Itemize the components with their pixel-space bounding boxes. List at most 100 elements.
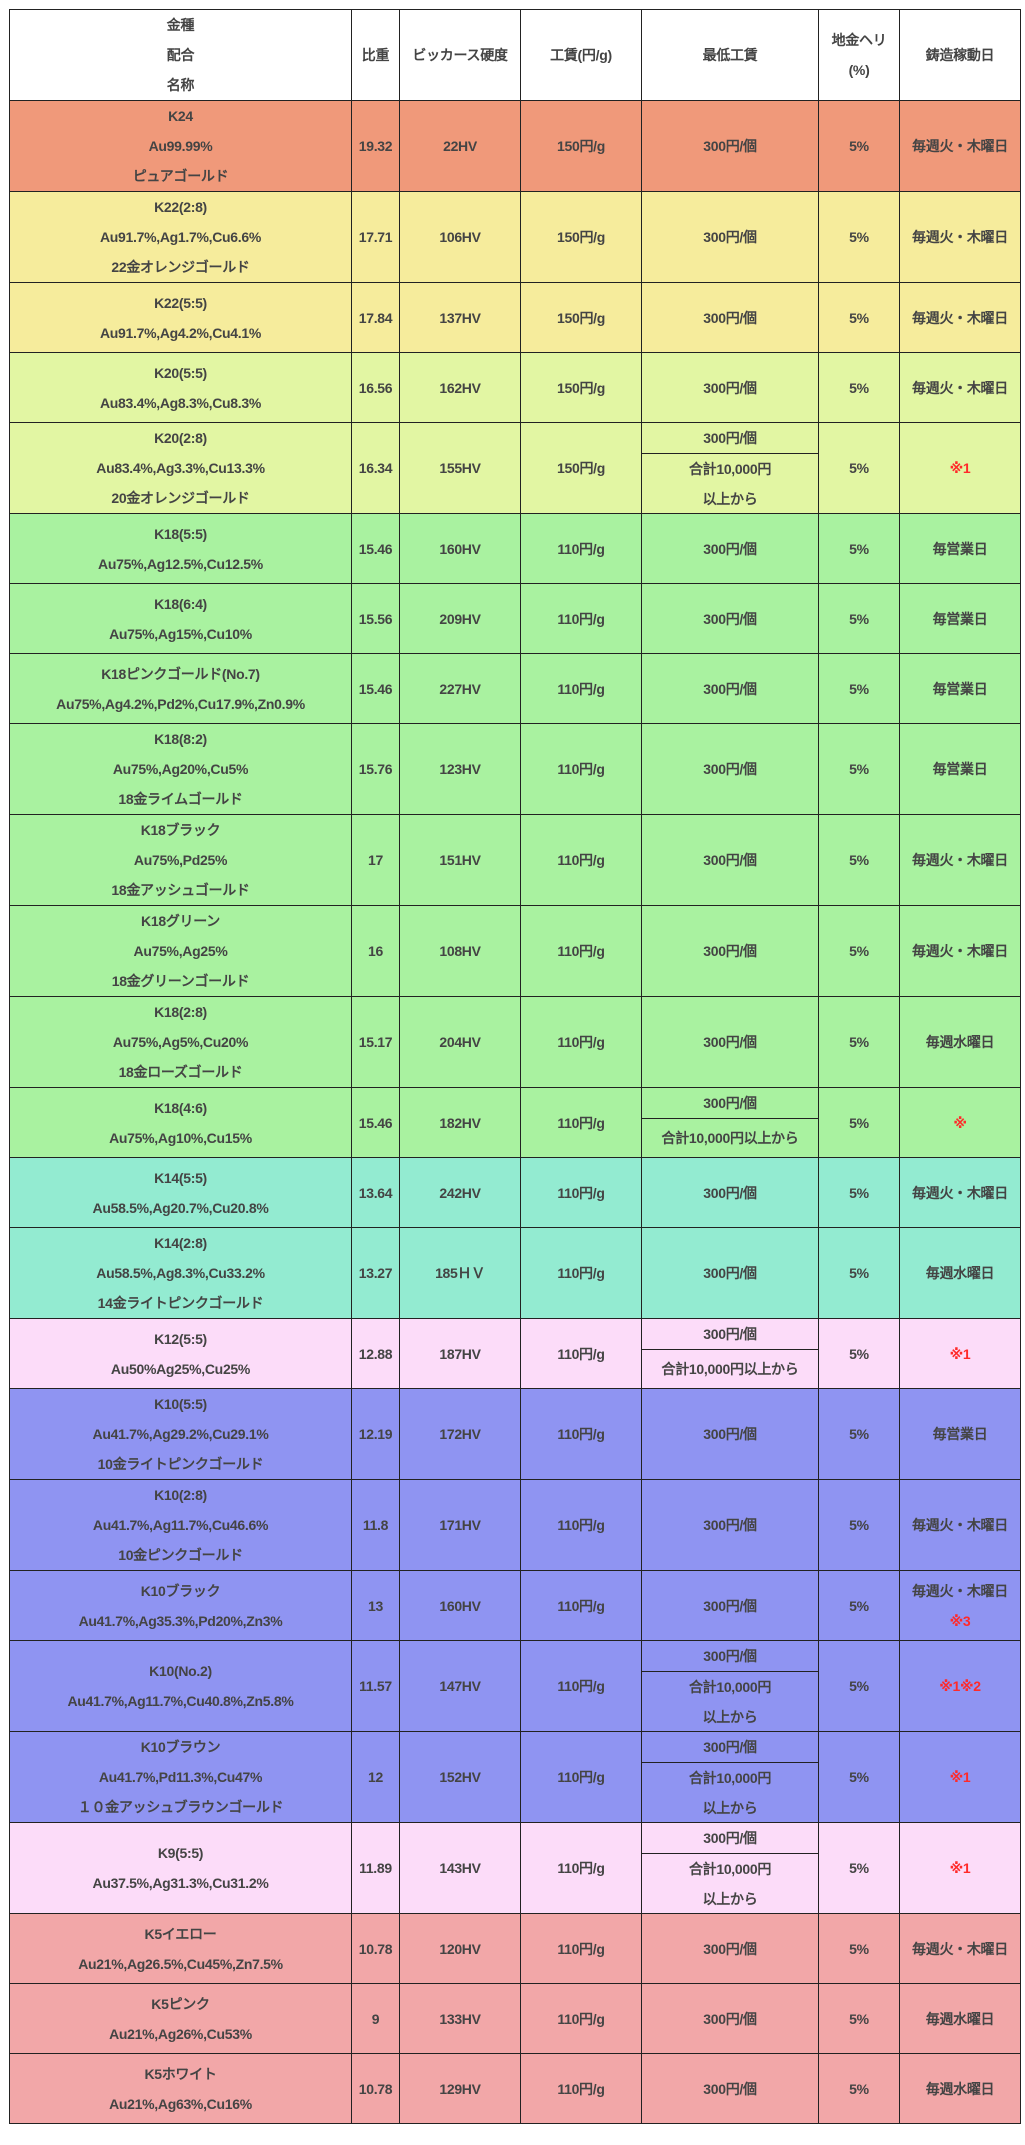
wage-cell: 150円/g (520, 422, 642, 514)
alloy-name-cell: K10(No.2) Au41.7%,Ag11.7%,Cu40.8%,Zn5.8% (9, 1640, 352, 1732)
min-wage-cell: 300円/個 (641, 2053, 819, 2124)
vickers-hardness-cell: 137HV (399, 282, 521, 353)
alloy-name-cell: K18グリーン Au75%,Ag25% 18金グリーンゴールド (9, 905, 352, 997)
alloy-name-line: K18(8:2) (154, 731, 207, 747)
wage-cell: 110円/g (520, 1640, 642, 1732)
min-wage-cell: 300円/個 (641, 814, 819, 906)
table-row: K18(6:4) Au75%,Ag15%,Cu10% 15.56 209HV 110円/… (9, 583, 1021, 654)
loss-rate-cell: 5% (818, 282, 900, 353)
alloy-name-line: K12(5:5) (154, 1330, 207, 1347)
specific-gravity-cell: 11.57 (351, 1640, 400, 1732)
casting-days-line: 毎営業日 (932, 610, 988, 627)
vickers-hardness-cell: 143HV (399, 1822, 521, 1914)
wage-cell: 150円/g (520, 282, 642, 353)
alloy-name-cell: K10ブラック Au41.7%,Ag35.3%,Pd20%,Zn3% (9, 1570, 352, 1641)
alloy-name-line: K14(5:5) (154, 1169, 207, 1186)
header-label: 金種 (166, 17, 195, 33)
wage-cell: 110円/g (520, 1913, 642, 1984)
table-row: K9(5:5) Au37.5%,Ag31.3%,Cu31.2% 11.89 143HV… (9, 1822, 1021, 1914)
casting-days-cell: 毎週火・木曜日 (899, 282, 1021, 353)
min-wage-condition-line: 合計10,000円以上から (661, 1130, 799, 1146)
wage-cell: 110円/g (520, 1731, 642, 1823)
alloy-name-cell: K22(2:8) Au91.7%,Ag1.7%,Cu6.6% 22金オレンジゴールド (9, 191, 352, 283)
specific-gravity-cell: 15.76 (351, 723, 400, 815)
specific-gravity-cell: 17.71 (351, 191, 400, 283)
min-wage-cell: 300円/個 (641, 723, 819, 815)
alloy-name-cell: K18(2:8) Au75%,Ag5%,Cu20% 18金ローズゴールド (9, 996, 352, 1088)
casting-days-cell: ※1 (899, 422, 1021, 514)
vickers-hardness-cell: 129HV (399, 2053, 521, 2124)
table-row: K18(5:5) Au75%,Ag12.5%,Cu12.5% 15.46 160HV 1… (9, 513, 1021, 584)
loss-rate-cell: 5% (818, 996, 900, 1088)
vickers-hardness-cell: 227HV (399, 653, 521, 724)
min-wage-cell: 300円/個 (641, 1913, 819, 1984)
wage-cell: 150円/g (520, 100, 642, 192)
min-wage-split: 300円/個合計10,000円以上から (642, 1733, 818, 1822)
min-wage-cell: 300円/個合計10,000円以上から (641, 1822, 819, 1914)
specific-gravity-cell: 15.46 (351, 1087, 400, 1158)
specific-gravity-cell: 15.56 (351, 583, 400, 654)
min-wage-cell: 300円/個 (641, 583, 819, 654)
min-wage-split: 300円/個合計10,000円以上から (642, 424, 818, 513)
casting-days-line: 毎週火・木曜日 (912, 379, 1008, 396)
casting-days-cell: 毎週水曜日 (899, 2053, 1021, 2124)
wage-cell: 110円/g (520, 1570, 642, 1641)
min-wage-cell: 300円/個 (641, 191, 819, 283)
alloy-name-line: K10(No.2) (149, 1663, 212, 1679)
min-wage-per-piece: 300円/個 (642, 1320, 818, 1350)
casting-days-cell: ※ (899, 1087, 1021, 1158)
alloy-name-line: K10(2:8) (154, 1487, 207, 1503)
min-wage-per-piece: 300円/個 (642, 1733, 818, 1763)
loss-rate-cell: 5% (818, 814, 900, 906)
loss-rate-cell: 5% (818, 1157, 900, 1228)
specific-gravity-cell: 16.34 (351, 422, 400, 514)
min-wage-cell: 300円/個 (641, 1157, 819, 1228)
min-wage-condition-line: 合計10,000円 (688, 1770, 772, 1786)
casting-days-line: 毎週火・木曜日 (912, 1940, 1008, 1957)
wage-cell: 110円/g (520, 723, 642, 815)
loss-rate-cell: 5% (818, 583, 900, 654)
loss-rate-cell: 5% (818, 2053, 900, 2124)
specific-gravity-cell: 9 (351, 1983, 400, 2054)
alloy-name-line: K22(5:5) (154, 294, 207, 311)
table-row: K14(5:5) Au58.5%,Ag20.7%,Cu20.8% 13.64 242H… (9, 1157, 1021, 1228)
wage-cell: 110円/g (520, 905, 642, 997)
alloy-name-cell: K18(5:5) Au75%,Ag12.5%,Cu12.5% (9, 513, 352, 584)
table-row: K24 Au99.99% ピュアゴールド 19.32 22HV 150円/g 300円/個 5… (9, 100, 1021, 192)
min-wage-condition: 合計10,000円以上から (643, 1672, 818, 1731)
vickers-hardness-cell: 160HV (399, 1570, 521, 1641)
alloy-name-cell: K20(2:8) Au83.4%,Ag3.3%,Cu13.3% 20金オレンジゴール… (9, 422, 352, 514)
vickers-hardness-cell: 147HV (399, 1640, 521, 1732)
table-body: K24 Au99.99% ピュアゴールド 19.32 22HV 150円/g 300円/個 5… (9, 100, 1021, 2124)
vickers-hardness-cell: 120HV (399, 1913, 521, 1984)
header-label: (%) (848, 62, 870, 78)
alloy-name-line: K20(2:8) (154, 430, 207, 446)
alloy-name-line: K5イエロー (144, 1925, 217, 1942)
table-row: K18ブラック Au75%,Pd25% 18金アッシュゴールド 17 151HV 110円… (9, 814, 1021, 906)
loss-rate-cell: 5% (818, 191, 900, 283)
loss-rate-cell: 5% (818, 1318, 900, 1389)
min-wage-cell: 300円/個合計10,000円以上から (641, 1087, 819, 1158)
table-row: K10(5:5) Au41.7%,Ag29.2%,Cu29.1% 10金ライトピンク… (9, 1388, 1021, 1480)
wage-cell: 110円/g (520, 653, 642, 724)
alloy-name-line: Au50%Ag25%,Cu25% (110, 1360, 251, 1377)
alloy-name-line: 10金ピンクゴールド (118, 1547, 243, 1563)
casting-days-line: 毎週水曜日 (925, 1034, 995, 1050)
alloy-name-line: K5ピンク (151, 1995, 210, 2012)
min-wage-cell: 300円/個 (641, 1388, 819, 1480)
wage-cell: 110円/g (520, 583, 642, 654)
alloy-name-line: K10(5:5) (154, 1396, 207, 1412)
loss-rate-cell: 5% (818, 513, 900, 584)
alloy-name-line: K18グリーン (141, 913, 220, 929)
alloy-name-line: Au41.7%,Pd11.3%,Cu47% (98, 1769, 263, 1785)
table-row: K18(4:6) Au75%,Ag10%,Cu15% 15.46 182HV 110円/… (9, 1087, 1021, 1158)
alloy-name-line: Au41.7%,Ag29.2%,Cu29.1% (92, 1426, 269, 1442)
casting-days-line: 毎営業日 (932, 680, 988, 697)
casting-days-cell: 毎営業日 (899, 653, 1021, 724)
specific-gravity-cell: 13.27 (351, 1227, 400, 1319)
min-wage-split: 300円/個合計10,000円以上から (642, 1320, 818, 1388)
alloy-name-cell: K9(5:5) Au37.5%,Ag31.3%,Cu31.2% (9, 1822, 352, 1914)
min-wage-condition-line: 合計10,000円 (688, 1679, 772, 1695)
casting-days-cell: 毎週火・木曜日 (899, 100, 1021, 192)
casting-note: ※1 (949, 460, 971, 476)
